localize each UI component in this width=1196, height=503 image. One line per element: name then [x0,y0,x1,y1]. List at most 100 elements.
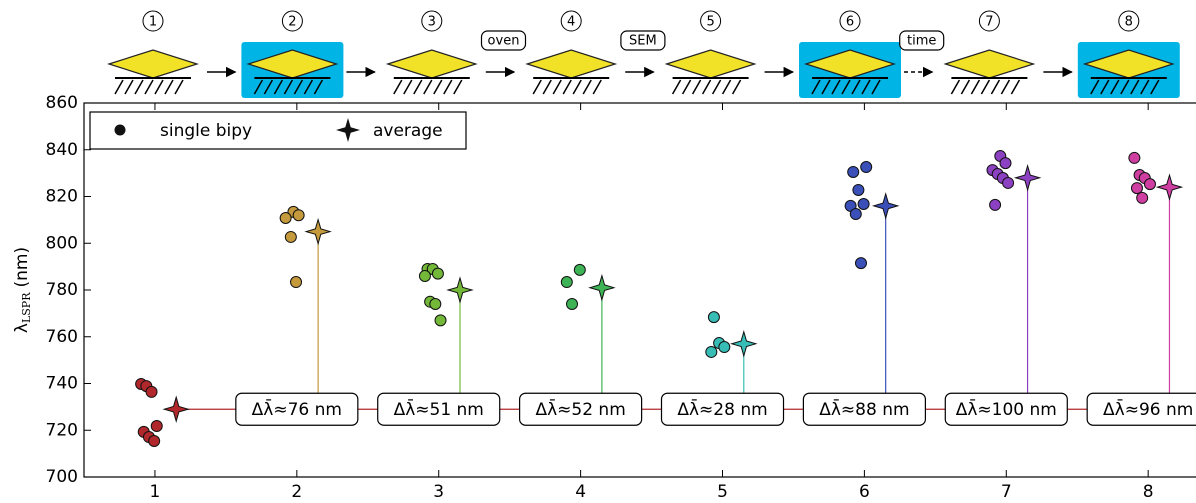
particle [107,49,199,79]
point [431,267,444,280]
particle [525,49,618,79]
average-star [588,273,616,302]
point [852,183,865,196]
hatch [114,79,184,95]
hatch [532,79,602,95]
point [857,197,870,210]
y-tick-label: 780 [46,280,78,300]
step-number: 6 [846,15,854,30]
hatch [253,79,324,95]
annotation-box [660,392,785,426]
annotation: Δλ̄≈52 nm [535,398,625,420]
y-tick-label: 740 [46,374,78,394]
average-star [446,276,474,304]
point [279,212,292,225]
step-number: 2 [288,15,296,30]
annotation: Δλ̄≈51 nm [394,398,484,420]
point [989,198,1002,211]
point [150,420,163,433]
point [148,435,161,448]
legend-label: average [373,121,443,141]
annotation: Δλ̄≈28 nm [677,398,767,420]
y-axis-label: λLSPR (nm) [12,247,33,333]
step-number: 4 [567,15,575,30]
point [847,165,860,178]
x-tick-label: 6 [859,482,870,502]
legend-box [89,111,467,150]
step-circle [839,10,861,32]
step-number: 8 [1125,15,1133,30]
annotation-box [802,392,926,426]
legend-label: single bipy [160,121,252,141]
step-circle [700,10,722,32]
step-number: 5 [706,15,714,30]
step-circle [560,10,582,32]
hatch [950,79,1021,95]
point [1136,191,1149,204]
arrow-label-box [899,30,945,51]
step-circle [978,10,1000,32]
y-tick-label: 800 [46,233,78,253]
y-tick-label: 700 [46,467,78,487]
particle [1082,49,1175,79]
average-star [162,395,190,423]
legend-point [114,124,126,136]
point [999,157,1012,170]
y-label-unit: (nm) [12,247,32,288]
x-tick-label: 5 [717,482,728,502]
step-circle [142,10,164,32]
x-tick-label: 4 [575,482,586,502]
y-tick-label: 840 [46,140,78,160]
point [854,257,867,270]
step-circle [281,10,303,32]
point [705,345,718,358]
annotation: Δλ̄≈96 nm [1103,398,1193,420]
point [145,385,158,398]
particle [804,49,896,79]
hatch [811,79,881,95]
annotation: Δλ̄≈100 nm [956,398,1057,420]
annotation: Δλ̄≈76 nm [252,398,342,420]
point [429,298,442,311]
hatch [393,79,463,95]
arrow-label: time [907,34,936,49]
x-tick-label: 1 [150,482,161,502]
x-tick-label: 8 [1143,482,1154,502]
point [1143,178,1156,191]
average-star [1155,173,1184,201]
arrow-label: oven [488,34,520,49]
hatch [671,79,742,95]
point [1128,151,1141,164]
legend-star [336,118,360,142]
annotation-box [944,392,1068,426]
step-circle [1118,10,1140,32]
average-star [1013,164,1042,192]
point [573,263,586,276]
particle [664,49,757,79]
point [434,314,447,327]
point [718,341,731,354]
arrow-label: SEM [629,34,657,49]
annotation-box [1086,392,1196,426]
particle [246,49,339,79]
average-star [871,192,900,220]
hatch [1090,79,1160,95]
particle [943,49,1036,79]
annotation-box [377,392,501,426]
step-number: 3 [428,15,436,30]
point [284,230,297,243]
point [290,276,303,289]
annotation: Δλ̄≈88 nm [819,398,909,420]
step-number: 1 [149,15,157,30]
y-tick-label: 760 [46,327,78,347]
average-star [730,330,758,358]
point [418,269,431,282]
annotation-box [235,392,359,426]
x-tick-label: 2 [291,482,302,502]
arrow-label-box [480,30,527,51]
x-tick-label: 3 [433,482,444,502]
step-circle [421,10,443,32]
y-tick-label: 820 [46,187,78,207]
point [1002,176,1015,189]
